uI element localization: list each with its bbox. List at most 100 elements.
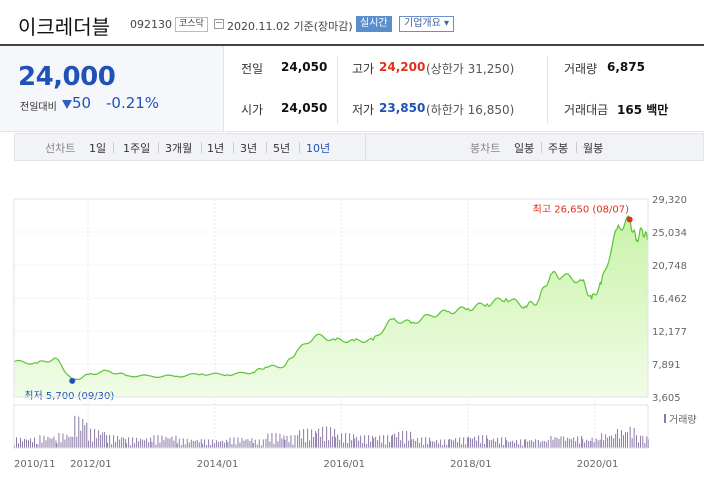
plot-frame bbox=[13, 198, 649, 398]
volume-bar bbox=[102, 432, 104, 448]
volume-bar bbox=[142, 439, 144, 448]
volume-bar bbox=[32, 442, 33, 448]
candle-monthly[interactable]: 월봉 bbox=[583, 142, 604, 155]
volume-bar bbox=[275, 433, 277, 448]
volume-bar bbox=[430, 440, 432, 448]
stock-name: 이크레더블 bbox=[18, 15, 110, 39]
realtime-button[interactable]: 실시간 bbox=[356, 16, 392, 32]
volume-bar bbox=[309, 440, 311, 448]
period-1d[interactable]: 1일 bbox=[89, 142, 107, 155]
stats-panel: 전일 24,050 고가 24,200 (상한가 31,250) 거래량 6,8… bbox=[225, 46, 704, 132]
volume-bar bbox=[569, 438, 571, 448]
volume-bar bbox=[394, 433, 396, 448]
volume-bar bbox=[273, 444, 275, 448]
volume-bar bbox=[192, 441, 194, 448]
volume-bar bbox=[620, 430, 622, 448]
period-5y[interactable]: 5년 bbox=[273, 142, 291, 155]
volume-bar bbox=[396, 437, 398, 448]
volume-bar bbox=[283, 435, 285, 448]
candle-daily[interactable]: 일봉 bbox=[514, 142, 535, 155]
x-tick-label: 2018/01 bbox=[450, 459, 492, 470]
volume-legend-icon bbox=[664, 414, 666, 423]
lower-limit: (하한가 16,850) bbox=[426, 103, 515, 117]
volume-bar bbox=[39, 435, 41, 448]
volume-bar bbox=[62, 433, 64, 448]
volume-bar bbox=[349, 433, 351, 448]
volume-bar bbox=[233, 437, 235, 448]
volume-bar bbox=[227, 442, 229, 448]
volume-bar bbox=[334, 428, 336, 448]
candle-weekly[interactable]: 주봉 bbox=[548, 142, 569, 155]
price-chart-svg: 29,320 25,034 20,748 16,462 12,177 7,891 3,605… bbox=[13, 195, 697, 470]
volume-bar bbox=[595, 438, 597, 448]
volume-bar bbox=[299, 430, 301, 448]
volume-bar bbox=[372, 436, 374, 448]
volume-bar bbox=[96, 438, 98, 448]
volume-bar bbox=[267, 433, 269, 448]
volume-bar bbox=[182, 438, 184, 448]
volume-bar bbox=[239, 442, 241, 448]
separator bbox=[266, 142, 267, 153]
price-chart[interactable]: 29,320 25,034 20,748 16,462 12,177 7,891 3,605… bbox=[0, 190, 704, 481]
period-1y[interactable]: 1년 bbox=[207, 142, 225, 155]
volume-bar bbox=[243, 440, 245, 448]
volume-bar bbox=[615, 433, 617, 448]
volume-bar bbox=[269, 441, 271, 448]
volume-bar bbox=[624, 432, 626, 448]
period-3m[interactable]: 3개월 bbox=[165, 142, 193, 155]
volume-bar bbox=[58, 432, 60, 448]
volume-bar bbox=[303, 428, 305, 448]
volume-bar bbox=[260, 445, 262, 448]
y-tick-label: 3,605 bbox=[652, 393, 681, 404]
volume-bar bbox=[341, 433, 343, 448]
line-chart-label: 선차트 bbox=[45, 142, 76, 155]
candle-chart-label: 봉차트 bbox=[470, 142, 501, 155]
volume-bar bbox=[377, 440, 379, 448]
volume-bar bbox=[328, 440, 330, 448]
open-label: 시가 bbox=[241, 103, 264, 117]
volume-bar bbox=[214, 443, 216, 448]
volume-bar bbox=[531, 440, 533, 448]
volume-bar bbox=[398, 431, 400, 448]
period-1w[interactable]: 1주일 bbox=[123, 142, 151, 155]
period-bar: 선차트 1일 1주일 3개월 1년 3년 5년 10년 봉차트 일봉 주봉 월봉 bbox=[14, 133, 704, 161]
volume-bar bbox=[279, 433, 281, 448]
volume-bar bbox=[468, 436, 470, 448]
divider bbox=[337, 56, 338, 124]
volume-bar bbox=[80, 430, 82, 448]
volume-bar bbox=[210, 444, 212, 448]
volume-bar bbox=[226, 439, 228, 448]
volume-bar bbox=[417, 438, 419, 448]
volume-bar bbox=[247, 439, 249, 448]
volume-bar bbox=[222, 440, 224, 448]
divider bbox=[365, 134, 366, 160]
volume-bar bbox=[136, 437, 138, 448]
volume-bar bbox=[353, 434, 355, 448]
volume-bar bbox=[176, 443, 178, 448]
x-tick-label: 2014/01 bbox=[197, 459, 239, 470]
volume-bar bbox=[208, 439, 210, 448]
low-value: 23,850 bbox=[379, 101, 426, 115]
volume-bar bbox=[339, 439, 341, 448]
volume-bar bbox=[423, 444, 425, 448]
volume-bar bbox=[586, 439, 588, 448]
volume-bar bbox=[94, 429, 96, 448]
company-overview-dropdown[interactable]: 기업개요 ▾ bbox=[399, 16, 454, 32]
period-10y[interactable]: 10년 bbox=[306, 142, 331, 155]
volume-bar bbox=[616, 428, 618, 448]
period-3y[interactable]: 3년 bbox=[240, 142, 258, 155]
volume-bar bbox=[573, 437, 575, 448]
volume-bar bbox=[429, 437, 431, 448]
volume-bar bbox=[556, 437, 558, 448]
volume-bar bbox=[216, 440, 218, 448]
volume-bar bbox=[406, 430, 408, 448]
high-label: 고가 bbox=[352, 62, 375, 76]
volume-bar bbox=[590, 440, 592, 448]
y-tick-label: 20,748 bbox=[652, 261, 687, 272]
volume-bar bbox=[579, 443, 581, 448]
volume-bar bbox=[389, 442, 391, 448]
volume-bar bbox=[178, 438, 180, 448]
volume-bar bbox=[558, 438, 560, 448]
volume-bar bbox=[474, 436, 476, 448]
volume-bar bbox=[518, 444, 520, 448]
